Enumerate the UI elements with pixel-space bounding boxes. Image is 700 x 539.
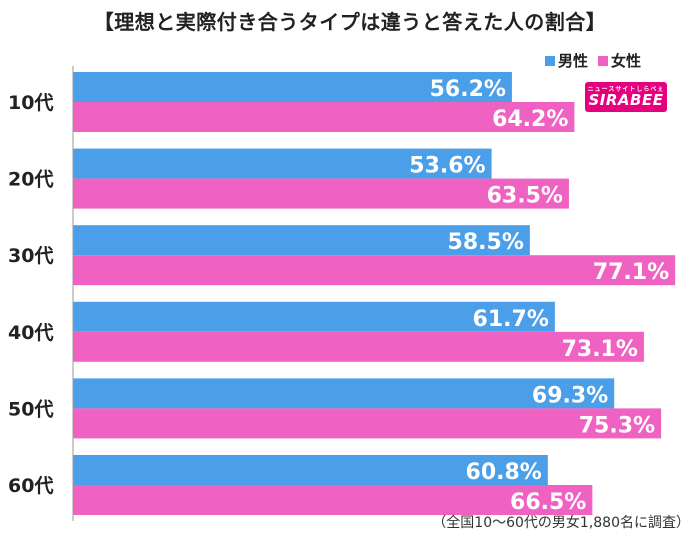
data-label-male: 58.5% <box>448 230 524 255</box>
bar-male <box>73 378 615 409</box>
category-label: 30代 <box>8 245 53 267</box>
legend-item-female: 女性 <box>598 50 641 71</box>
data-label-female: 64.2% <box>492 107 568 132</box>
bar-female <box>73 485 593 515</box>
data-label-male: 69.3% <box>532 383 608 408</box>
bar-male <box>73 225 530 256</box>
data-label-male: 60.8% <box>466 460 542 485</box>
legend-label-female: 女性 <box>611 52 642 70</box>
bar-male <box>73 148 492 179</box>
data-label-female: 66.5% <box>510 490 586 515</box>
legend-item-male: 男性 <box>545 50 588 71</box>
category-label: 40代 <box>8 322 53 344</box>
logo-tagline: ニュースサイトしらべぇ <box>587 85 665 93</box>
legend-swatch-male <box>545 55 555 66</box>
bar-female <box>73 331 644 362</box>
legend-swatch-female <box>598 55 609 66</box>
bar-male <box>73 72 512 102</box>
bar-male <box>73 301 555 332</box>
bar-female <box>73 102 575 132</box>
legend-label-male: 男性 <box>558 52 589 70</box>
bar-female <box>73 178 569 209</box>
category-label: 20代 <box>8 169 53 191</box>
data-label-female: 77.1% <box>593 260 669 285</box>
logo-brand: SIRABEE <box>588 90 664 109</box>
bar-female <box>73 255 676 286</box>
data-label-female: 73.1% <box>562 337 638 362</box>
data-label-female: 75.3% <box>579 413 655 438</box>
bar-male <box>73 455 548 485</box>
sirabee-logo: ニュースサイトしらべぇ SIRABEE <box>585 82 667 112</box>
data-label-male: 61.7% <box>473 307 549 332</box>
data-label-male: 53.6% <box>409 154 485 179</box>
category-label: 50代 <box>8 398 53 420</box>
category-label: 10代 <box>8 92 53 114</box>
category-label: 60代 <box>8 475 53 497</box>
bar-female <box>73 408 662 439</box>
legend: 男性 女性 <box>545 50 641 71</box>
footnote: （全国10〜60代の男女1,880名に調査） <box>432 515 690 531</box>
chart-title: 【理想と実際付き合うタイプは違うと答えた人の割合】 <box>93 10 607 34</box>
data-label-female: 63.5% <box>487 184 563 209</box>
data-label-male: 56.2% <box>430 77 506 102</box>
